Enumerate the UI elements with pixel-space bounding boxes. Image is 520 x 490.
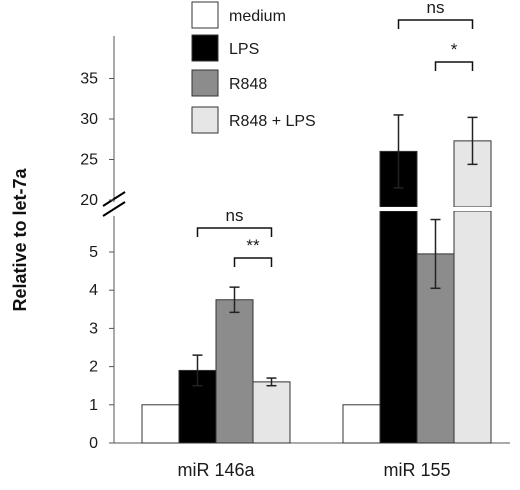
legend-swatch (191, 106, 219, 134)
legend-swatch (191, 69, 219, 97)
legend-label: medium (229, 8, 286, 25)
axis-break-mark (102, 191, 126, 207)
bar (252, 381, 291, 444)
bar (379, 210, 418, 444)
y-tick-label: 1 (89, 397, 98, 414)
bar (215, 299, 254, 444)
y-tick-label: 5 (89, 244, 98, 261)
significance-bracket (434, 61, 474, 71)
y-tick-label: 0 (89, 435, 98, 452)
significance-bracket (196, 227, 273, 237)
significance-bracket (233, 257, 273, 267)
significance-label: ns (427, 0, 445, 17)
y-tick-label: 2 (89, 359, 98, 376)
y-tick-label: 4 (89, 282, 98, 299)
bar (141, 404, 180, 444)
y-axis-label: Relative to let-7a (10, 167, 30, 311)
y-tick-label: 30 (80, 111, 98, 128)
y-tick-label: 3 (89, 320, 98, 337)
y-tick-label: 35 (80, 71, 98, 88)
y-tick-label: 25 (80, 152, 98, 169)
legend-swatch (191, 1, 219, 29)
bar-break-gap (453, 207, 492, 211)
bar (342, 404, 381, 444)
significance-bracket (397, 19, 474, 29)
legend-swatch (191, 34, 219, 62)
category-label: miR 146a (177, 460, 255, 480)
significance-label: * (451, 40, 458, 59)
category-label: miR 155 (383, 460, 450, 480)
legend-label: LPS (229, 41, 259, 58)
legend-label: R848 (229, 76, 267, 93)
legend-label: R848 + LPS (229, 113, 316, 130)
significance-label: ** (246, 236, 260, 255)
axis-break-mark (102, 201, 126, 217)
significance-label: ns (226, 206, 244, 225)
bar (453, 210, 492, 444)
bar-break-gap (379, 207, 418, 211)
y-tick-label: 20 (80, 192, 98, 209)
